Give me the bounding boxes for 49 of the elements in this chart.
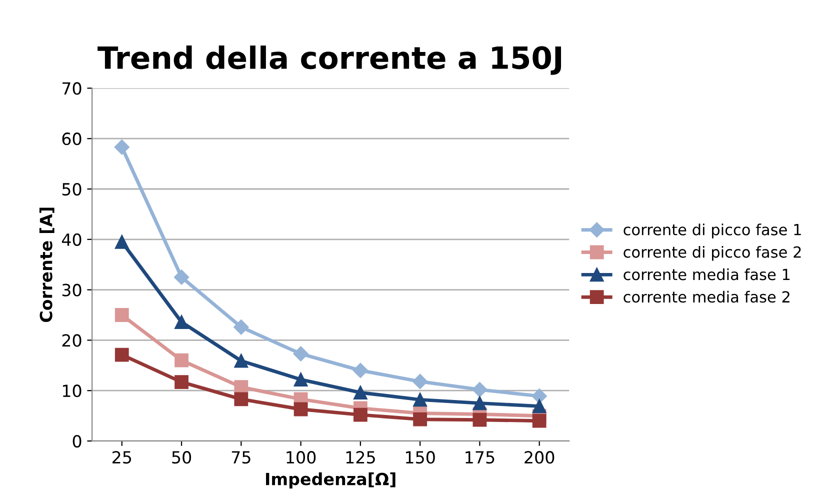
point [352,362,368,378]
point [472,396,487,410]
point [114,348,129,362]
x-tick-label: 200 [524,451,554,464]
point [532,399,546,414]
x-tick-label: 175 [466,451,494,464]
point [114,308,129,322]
x-axis-title: Impedenza[Ω] [266,472,396,489]
legend-label: corrente media fase 1 [624,268,790,280]
point [413,412,428,426]
x-tick-label: 50 [172,451,192,464]
point [413,392,428,407]
y-tick-label: 70 [62,82,82,95]
point [294,372,308,386]
point [353,408,368,422]
legend-label: corrente di picco fase 1 [624,224,801,238]
y-tick-label: 0 [72,434,82,448]
x-tick-label: 25 [112,451,132,464]
y-tick-label: 20 [62,334,82,347]
y-tick-label: 30 [62,284,82,296]
point [353,386,368,400]
point [114,140,130,155]
x-tick-label: 150 [406,451,435,464]
point [234,320,249,335]
point [114,234,129,249]
y-tick-label: 60 [62,132,82,146]
y-tick-label: 40 [62,233,82,246]
y-axis-title: Corrente [A] [39,208,54,322]
point [174,353,188,368]
point [412,374,428,390]
point [234,354,248,368]
legend-label: corrente media fase 2 [624,290,790,303]
point [174,270,190,285]
point [472,382,488,398]
point [174,375,188,389]
point [293,346,308,362]
y-tick-label: 50 [62,182,82,196]
x-tick-label: 125 [346,451,375,464]
point [472,412,487,427]
point [532,388,547,404]
point [234,392,248,406]
point [294,402,308,416]
point [174,315,188,329]
point [532,414,546,428]
chart-title: Trend della corrente a 150J [98,46,562,75]
legend-label: corrente di picco fase 2 [624,246,801,261]
x-tick-label: 100 [286,451,316,464]
y-tick-label: 10 [62,384,82,398]
x-tick-label: 75 [232,451,250,464]
